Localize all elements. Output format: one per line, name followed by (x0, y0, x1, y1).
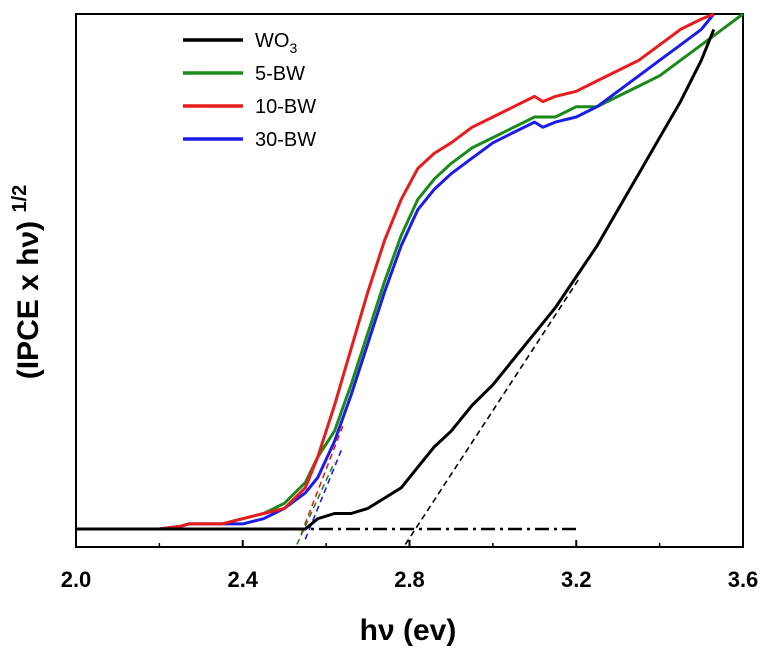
legend-label: 5-BW (255, 63, 305, 85)
legend-label: WO3 (255, 30, 297, 56)
y-axis-title: (IPCE x hν) 1/2 (9, 185, 45, 380)
x-axis-ticks: 2.0 2.4 2.8 3.2 3.6 (61, 540, 759, 592)
annotations-group (76, 276, 582, 545)
tangent-dashed-line (296, 461, 336, 545)
series-line-10-bw (76, 12, 715, 531)
x-tick-label: 2.4 (227, 567, 258, 592)
y-axis-title-superscript: 1/2 (9, 185, 31, 213)
y-axis-title-main: (IPCE x hν) (12, 221, 45, 379)
legend-label: 10-BW (255, 96, 316, 118)
legend: WO3 5-BW 10-BW 30-BW (183, 30, 316, 151)
x-tick-label: 2.0 (61, 567, 92, 592)
legend-label: 30-BW (255, 129, 316, 151)
tangent-dashed-line (404, 276, 582, 545)
x-axis-title: hν (ev) (360, 614, 457, 647)
x-tick-label: 2.8 (394, 567, 425, 592)
plot-border (75, 13, 744, 548)
x-tick-label: 3.6 (728, 567, 759, 592)
series-line-5-bw (76, 12, 744, 531)
legend-label-main: WO (255, 30, 289, 52)
series-group (76, 12, 744, 531)
series-line-30-bw (76, 13, 715, 531)
plot-frame (75, 13, 744, 548)
series-line-wo3 (76, 28, 716, 531)
legend-label-subscript: 3 (289, 40, 297, 56)
tangent-dashed-line (304, 446, 344, 540)
x-tick-label: 3.2 (561, 567, 592, 592)
